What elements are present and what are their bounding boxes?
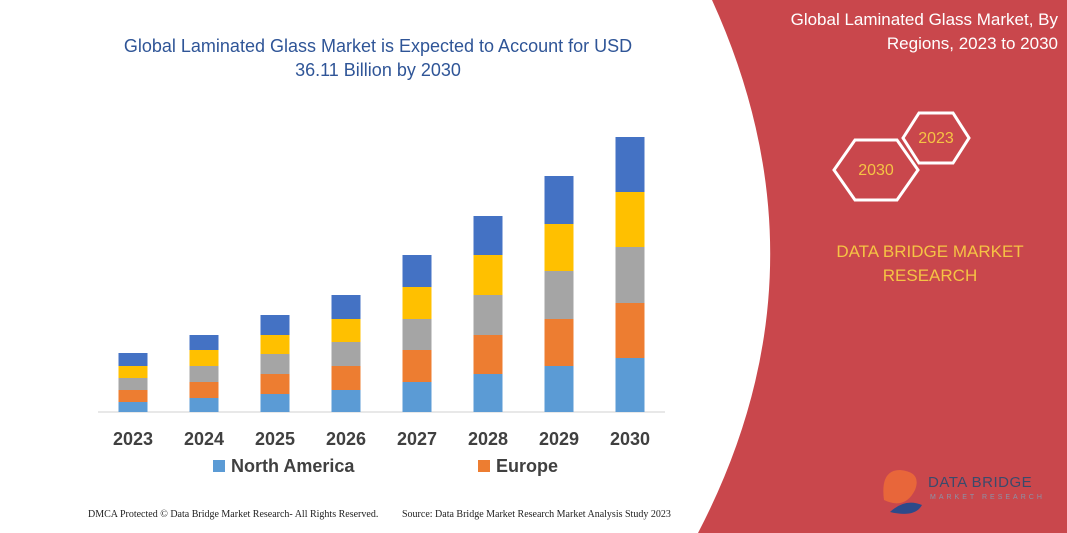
logo-mark (890, 502, 922, 514)
bar-segment (615, 192, 645, 247)
bar-segment (118, 390, 148, 402)
bar-segment (331, 295, 361, 319)
bar-segment (118, 353, 148, 366)
hexagon (832, 138, 920, 202)
bar-segment (331, 342, 361, 366)
bar-segment (260, 354, 290, 374)
bar-segment (473, 374, 503, 412)
bar-segment (544, 319, 574, 366)
legend-swatch (213, 460, 225, 472)
legend-label: North America (231, 456, 355, 476)
bar-segment (260, 394, 290, 412)
bar-segment (189, 366, 219, 382)
hexagon-label: 2030 (858, 162, 894, 179)
footer-note: DMCA Protected © Data Bridge Market Rese… (88, 509, 379, 520)
bar-segment (615, 358, 645, 412)
bar-segment (260, 315, 290, 335)
bar-segment (473, 295, 503, 335)
x-tick-label: 2024 (184, 429, 224, 449)
bar-segment (118, 378, 148, 390)
bar-segment (402, 319, 432, 350)
bar-segment (189, 350, 219, 366)
x-tick-label: 2030 (610, 429, 650, 449)
side-panel (698, 0, 1067, 533)
x-tick-label: 2026 (326, 429, 366, 449)
bar-segment (331, 319, 361, 342)
bar-segment (544, 271, 574, 319)
bar-segment (615, 137, 645, 192)
bar-segment (402, 350, 432, 382)
x-tick-label: 2027 (397, 429, 437, 449)
bar-segment (544, 366, 574, 412)
logo-name: DATA BRIDGE (928, 474, 1033, 491)
bar-segment (402, 255, 432, 287)
hexagon (901, 111, 971, 165)
legend-label: Europe (496, 456, 558, 476)
bar-segment (260, 374, 290, 394)
x-tick-label: 2023 (113, 429, 153, 449)
side-title: Global Laminated Glass Market, By Region… (790, 10, 1058, 53)
bar-segment (402, 382, 432, 412)
bar-segment (402, 287, 432, 319)
bar-segment (544, 224, 574, 271)
x-tick-label: 2028 (468, 429, 508, 449)
bar-segment (189, 382, 219, 398)
x-tick-label: 2025 (255, 429, 295, 449)
bar-segment (473, 216, 503, 255)
x-tick-label: 2029 (539, 429, 579, 449)
bar-segment (473, 335, 503, 374)
bar-segment (331, 390, 361, 412)
bar-segment (260, 335, 290, 354)
bar-segment (118, 402, 148, 412)
bar-segment (189, 398, 219, 412)
logo-mark (883, 470, 917, 504)
brand: DATA BRIDGE MARKET RESEARCH (836, 242, 1024, 285)
bar-segment (118, 366, 148, 378)
bar-segment (331, 366, 361, 390)
logo-tagline: MARKET RESEARCH (930, 494, 1045, 501)
chart-title: Global Laminated Glass Market is Expecte… (123, 36, 633, 80)
hexagon-label: 2023 (918, 130, 954, 147)
bar-segment (189, 335, 219, 350)
bar-segment (544, 176, 574, 224)
bar-segment (615, 247, 645, 303)
footer-source: Source: Data Bridge Market Research Mark… (402, 509, 671, 520)
bar-segment (615, 303, 645, 358)
legend-swatch (478, 460, 490, 472)
bar-segment (473, 255, 503, 295)
